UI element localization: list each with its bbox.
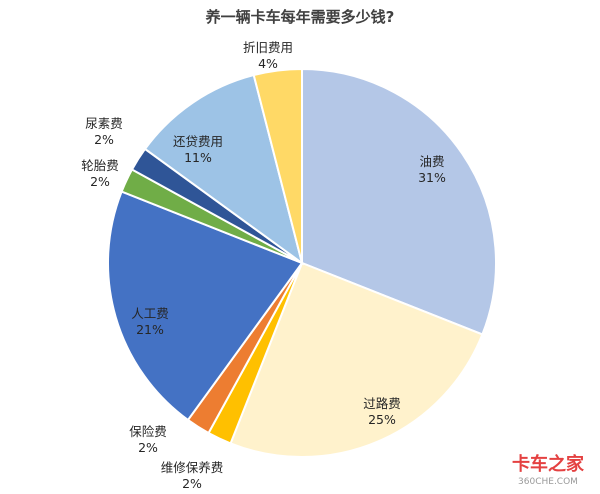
slice-percent-2: 25% [368, 412, 396, 427]
slice-label-3: 维修保养费 [161, 460, 224, 475]
slice-percent-3: 2% [182, 476, 202, 491]
watermark-logo: 卡车之家 360CHE.COM [512, 453, 585, 487]
slice-percent-5: 21% [136, 322, 164, 337]
slice-percent-9: 4% [258, 56, 278, 71]
pie-slice-2 [229, 261, 484, 458]
slice-label-2: 过路费 [363, 396, 401, 411]
slice-label-5: 人工费 [131, 306, 169, 321]
slice-label-1: 油费 [419, 154, 444, 169]
watermark-url: 360CHE.COM [518, 477, 578, 487]
slice-label-8: 还贷费用 [173, 134, 223, 149]
pie-slice-1 [301, 67, 497, 336]
slice-label-9: 折旧费用 [243, 40, 293, 55]
slice-percent-6: 2% [90, 174, 110, 189]
slice-label-6: 轮胎费 [81, 158, 119, 173]
pie-slices [107, 67, 497, 458]
slice-percent-7: 2% [94, 132, 114, 147]
slice-label-7: 尿素费 [85, 116, 123, 131]
slice-percent-4: 2% [138, 440, 158, 455]
watermark-brand: 卡车之家 [512, 453, 585, 475]
pie-slice-8 [143, 73, 304, 266]
slice-percent-8: 11% [184, 150, 212, 165]
pie-slice-5 [107, 190, 304, 422]
chart-title: 养一辆卡车每年需要多少钱? [205, 8, 395, 26]
pie-slice-9 [252, 67, 303, 264]
slice-percent-1: 31% [418, 170, 446, 185]
slice-label-4: 保险费 [129, 424, 167, 439]
